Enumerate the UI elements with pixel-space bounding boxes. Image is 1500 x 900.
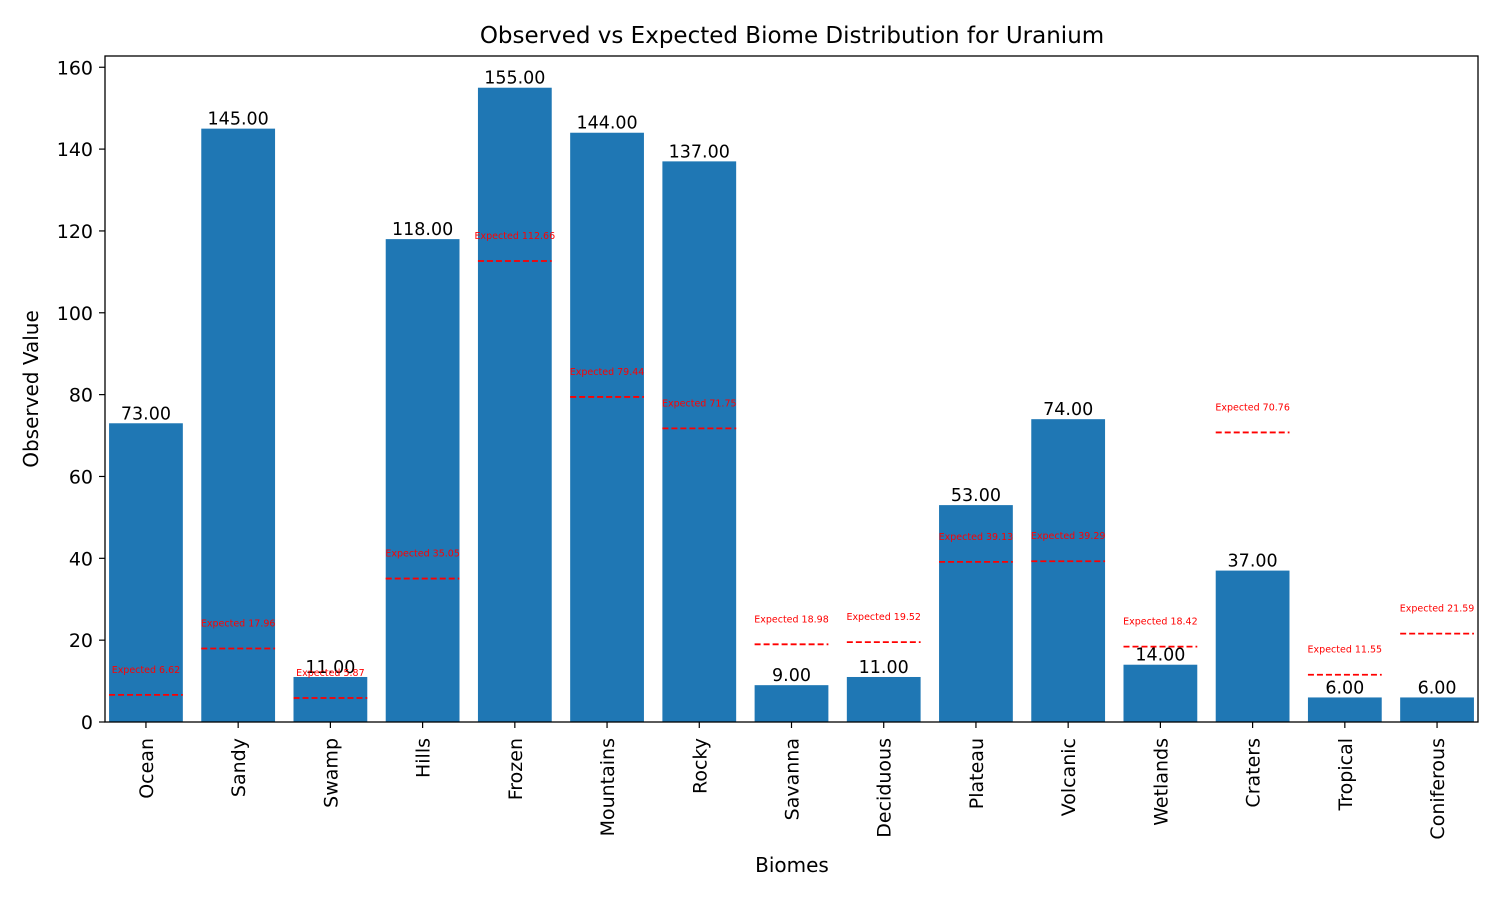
y-tick-label: 100 <box>57 303 93 325</box>
y-tick-label: 80 <box>69 385 93 407</box>
bar-coniferous <box>1400 697 1474 722</box>
x-tick-label: Frozen <box>505 738 527 800</box>
x-tick-label: Savanna <box>782 738 804 820</box>
bar-wetlands <box>1123 664 1198 722</box>
bar-value-label: 144.00 <box>576 114 637 134</box>
bar-frozen <box>477 87 552 722</box>
bar-savanna <box>754 685 829 722</box>
plot-frame <box>104 55 1479 723</box>
y-tick-label: 0 <box>81 712 93 734</box>
x-tick-label: Deciduous <box>874 738 896 838</box>
x-tick-label: Plateau <box>966 738 988 809</box>
bar-value-label: 6.00 <box>1325 678 1364 698</box>
x-tick-label: Craters <box>1243 738 1265 808</box>
expected-value-label: Expected 39.29 <box>1031 531 1106 542</box>
x-axis: Ocean Sandy Swamp Hills Frozen Mountains Rocky… <box>136 722 1449 840</box>
y-axis-title: Observed Value <box>19 310 43 468</box>
expected-value-label: Expected 18.98 <box>754 614 829 625</box>
expected-value-label: Expected 39.13 <box>939 532 1014 543</box>
expected-layer: Expected 6.62 Expected 17.96 Expected 5.87… <box>109 231 1475 699</box>
expected-value-label: Expected 71.75 <box>662 398 737 409</box>
bar-value-label: 74.00 <box>1043 400 1093 420</box>
expected-value-label: Expected 18.42 <box>1123 617 1198 628</box>
bar-value-label: 73.00 <box>121 404 171 424</box>
expected-value-label: Expected 6.62 <box>112 665 181 676</box>
bar-sandy <box>201 128 276 723</box>
x-tick-label: Rocky <box>689 738 711 794</box>
bar-volcanic <box>1031 419 1106 722</box>
bar-plateau <box>939 505 1013 722</box>
y-tick-label: 60 <box>69 466 93 488</box>
y-tick-label: 160 <box>57 57 93 79</box>
x-tick-label: Sandy <box>228 738 250 797</box>
x-tick-label: Ocean <box>136 738 158 799</box>
y-tick-label: 120 <box>57 221 93 243</box>
x-tick-label: Tropical <box>1335 738 1357 812</box>
bar-value-label: 118.00 <box>392 220 453 240</box>
bar-value-label: 6.00 <box>1418 678 1457 698</box>
expected-value-label: Expected 11.55 <box>1308 645 1383 656</box>
expected-value-label: Expected 79.44 <box>570 367 645 378</box>
x-tick-label: Wetlands <box>1150 738 1172 826</box>
x-axis-title: Biomes <box>755 853 829 877</box>
bar-value-label: 14.00 <box>1135 646 1185 666</box>
expected-value-label: Expected 70.76 <box>1215 402 1290 413</box>
bar-value-label: 11.00 <box>305 658 355 678</box>
bar-hills <box>385 239 460 722</box>
bar-swamp <box>293 676 368 722</box>
bar-value-label: 11.00 <box>859 658 909 678</box>
y-tick-label: 140 <box>57 139 93 161</box>
bar-ocean <box>109 423 183 722</box>
bar-value-label: 145.00 <box>208 110 269 130</box>
expected-value-label: Expected 21.59 <box>1400 604 1475 615</box>
y-tick-label: 20 <box>69 630 93 652</box>
bar-craters <box>1215 570 1290 722</box>
bar-value-label: 53.00 <box>951 486 1001 506</box>
expected-value-label: Expected 17.96 <box>201 619 276 630</box>
bar-rocky <box>662 161 737 722</box>
expected-value-label: Expected 5.87 <box>296 668 365 679</box>
x-tick-label: Swamp <box>320 738 342 808</box>
bar-value-label: 155.00 <box>484 69 545 89</box>
expected-value-label: Expected 19.52 <box>846 612 921 623</box>
bar-value-label: 137.00 <box>669 142 730 162</box>
chart-title: Observed vs Expected Biome Distribution … <box>480 23 1104 49</box>
x-tick-label: Coniferous <box>1427 738 1449 840</box>
expected-value-label: Expected 112.66 <box>475 231 556 242</box>
bar-value-label: 37.00 <box>1228 552 1278 572</box>
expected-value-label: Expected 35.05 <box>385 549 460 560</box>
bars-layer: 73.00 145.00 11.00 118.00 155.00 144.00 137.00… <box>109 69 1474 723</box>
bar-deciduous <box>846 676 921 722</box>
x-tick-label: Hills <box>413 738 435 778</box>
y-tick-label: 40 <box>69 548 93 570</box>
bar-value-label: 9.00 <box>772 666 811 686</box>
x-tick-label: Volcanic <box>1058 738 1080 816</box>
y-axis: 0 20 40 60 80 100 120 140 160 <box>57 57 105 734</box>
x-tick-label: Mountains <box>597 738 619 836</box>
bar-mountains <box>570 132 644 723</box>
bar-tropical <box>1307 697 1382 722</box>
